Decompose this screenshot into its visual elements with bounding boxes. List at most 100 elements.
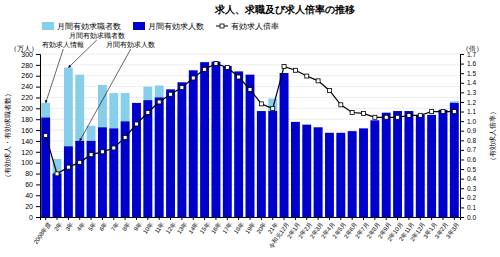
tick-label: 6年 xyxy=(98,221,108,232)
tick-mark xyxy=(460,112,464,113)
marker xyxy=(248,87,252,91)
title: 求人、求職及び求人倍率の推移 xyxy=(214,4,355,15)
bar xyxy=(348,132,357,217)
tick-label: 20年 xyxy=(255,221,267,235)
bar xyxy=(314,127,323,217)
tick-mark xyxy=(460,92,464,93)
tick-mark xyxy=(238,217,239,220)
marker xyxy=(293,68,297,72)
tick-label: 180 xyxy=(21,116,33,123)
tick: 0.5 xyxy=(460,166,476,173)
bar xyxy=(336,133,345,217)
tick-mark xyxy=(460,121,464,122)
line xyxy=(46,64,455,174)
tick-label: 15年 xyxy=(199,221,211,235)
tick: 1.4 xyxy=(460,79,476,86)
axis-line xyxy=(36,55,41,218)
tick: 1.6 xyxy=(460,60,476,67)
tick: 4年 xyxy=(76,217,86,232)
tick-mark xyxy=(91,217,92,220)
marker xyxy=(214,62,218,66)
bar xyxy=(109,93,118,217)
tick-label: 13年 xyxy=(176,221,188,235)
tick-label: 16年 xyxy=(210,221,222,235)
tick: 10年 xyxy=(142,217,154,235)
tick-mark xyxy=(170,217,171,220)
tick: 19年 xyxy=(244,217,256,235)
tick-label: 2年12月 xyxy=(409,221,427,242)
tick-label: 2008年度 xyxy=(32,220,52,245)
tick-mark xyxy=(284,217,285,220)
tick-label: 20 xyxy=(25,203,33,210)
tick: 20 xyxy=(25,203,40,210)
tick: 18年 xyxy=(233,217,245,235)
annotation: 有効求人情報 xyxy=(42,41,84,49)
bar xyxy=(143,87,152,217)
bar xyxy=(87,126,96,217)
bar xyxy=(246,75,255,217)
bar xyxy=(212,62,221,217)
tick-mark xyxy=(36,217,40,218)
tick: 0.2 xyxy=(460,194,476,201)
annotations: 有効求人情報月間有効求職者数月間有効求人数 xyxy=(42,32,155,141)
tick: 280 xyxy=(21,62,40,69)
tick-label: 5年 xyxy=(87,221,97,232)
marker xyxy=(44,134,48,138)
tick: 17年 xyxy=(221,217,233,235)
tick-mark xyxy=(454,217,455,220)
tick-mark xyxy=(306,217,307,220)
bar xyxy=(177,82,186,217)
marker xyxy=(441,110,445,114)
tick-mark xyxy=(36,97,40,98)
tick-label: 240 xyxy=(21,83,33,90)
plot-area xyxy=(41,62,459,217)
tick: 100 xyxy=(21,159,40,166)
marker xyxy=(362,111,366,115)
tick: 220 xyxy=(21,94,40,101)
bar xyxy=(75,141,84,217)
tick: 8年 xyxy=(121,217,131,232)
bar xyxy=(439,109,448,217)
bar xyxy=(325,133,334,217)
tick-mark xyxy=(227,217,228,220)
tick: 140 xyxy=(21,138,40,145)
marker xyxy=(430,110,434,114)
marker xyxy=(271,107,275,111)
tick-mark xyxy=(36,130,40,131)
bar xyxy=(121,93,130,217)
tick: 160 xyxy=(21,127,40,134)
tick-label: 19年 xyxy=(244,221,256,235)
tick: 180 xyxy=(21,116,40,123)
tick-label: 17年 xyxy=(221,221,233,235)
tick-label: 1.6 xyxy=(467,60,476,67)
marker xyxy=(396,115,400,119)
tick-mark xyxy=(36,152,40,153)
bar xyxy=(64,68,73,217)
tick-mark xyxy=(159,217,160,220)
tick-label: 18年 xyxy=(233,221,245,235)
tick: 0.0 xyxy=(460,214,476,221)
marker xyxy=(384,115,388,119)
tick-mark xyxy=(113,217,114,220)
tick-label: 0.4 xyxy=(467,175,476,182)
bar xyxy=(41,118,50,217)
tick-label: 0.5 xyxy=(467,166,476,173)
tick-mark xyxy=(36,141,40,142)
legend: 月間有効求職者数月間有効求人数有効求人倍率 xyxy=(42,22,279,31)
tick: 0.7 xyxy=(460,146,476,153)
tick-label: 1.3 xyxy=(467,89,476,96)
tick-label: 0.1 xyxy=(467,204,476,211)
tick: 0.3 xyxy=(460,185,476,192)
tick-label: 0.6 xyxy=(467,156,476,163)
tick-mark xyxy=(460,131,464,132)
tick-label: 0.3 xyxy=(467,185,476,192)
tick: 80 xyxy=(25,170,40,177)
tick-mark xyxy=(460,179,464,180)
tick-mark xyxy=(57,217,58,220)
tick-label: 60 xyxy=(25,181,33,188)
tick-mark xyxy=(147,217,148,220)
tick-mark xyxy=(374,217,375,220)
marker xyxy=(327,88,331,92)
bar xyxy=(200,62,209,217)
tick-label: 0.7 xyxy=(467,146,476,153)
